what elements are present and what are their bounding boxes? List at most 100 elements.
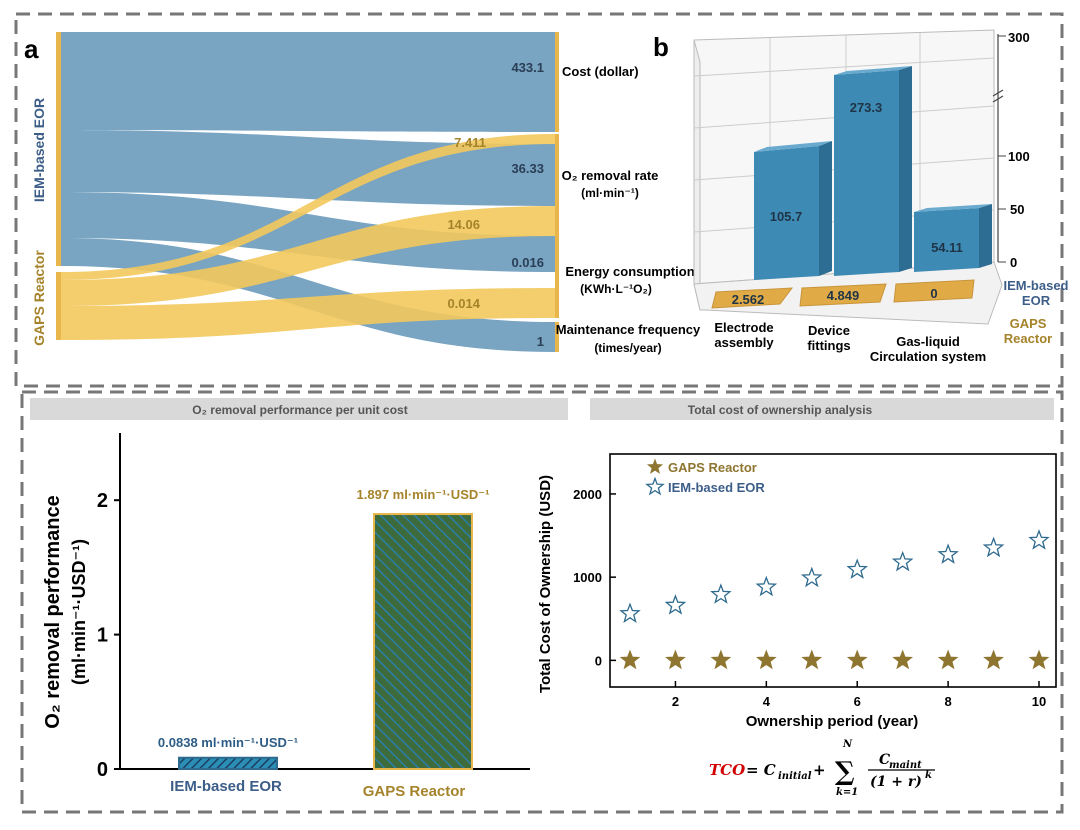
- sankey-label-energy-unit: (KWh·L⁻¹O₂): [580, 282, 652, 296]
- bar-y-tick-label: 2: [97, 490, 108, 512]
- bar3d-iem-label: 105.7: [770, 209, 803, 224]
- legend-marker-iem: [645, 476, 665, 496]
- formula-initial-sub: initial: [778, 771, 812, 782]
- bar3d-iem-label: 273.3: [850, 100, 883, 115]
- bar3d-gaps-label: 2.562: [732, 292, 765, 307]
- bar3d-series-label-gaps: GAPS Reactor: [1004, 316, 1052, 346]
- sankey-value-iem-energy: 0.016: [511, 255, 544, 270]
- point-gaps-star: [665, 649, 686, 670]
- sankey-flow-gaps-cost: [61, 134, 555, 280]
- sankey-flow-iem-energy: [61, 192, 555, 272]
- sankey-label-maint: Maintenance frequency: [556, 322, 701, 337]
- sankey-node-gaps: [56, 272, 61, 340]
- sankey-source-gaps: GAPS Reactor: [31, 250, 47, 346]
- bar-marks: [178, 513, 473, 771]
- sankey-target-cost: [555, 32, 559, 132]
- panel-c-title-band: [30, 398, 568, 420]
- panel-c-title: O₂ removal performance per unit cost: [192, 403, 407, 417]
- bar-value-label: 1.897 ml·min⁻¹·USD⁻¹: [357, 487, 490, 502]
- scatter-ticks: 2 4 6 8 10 0 1000 2000: [573, 487, 1046, 709]
- point-gaps-star: [983, 649, 1004, 670]
- sankey-label-maint-unit: (times/year): [594, 341, 661, 355]
- point-iem-star: [755, 575, 778, 597]
- sankey-source-iem: IEM-based EOR: [31, 98, 47, 202]
- point-iem-star: [891, 550, 914, 572]
- bar3d-gaps-gasliquid: [893, 279, 975, 303]
- panel-d-title: Total cost of ownership analysis: [688, 403, 873, 417]
- bar3d-z-tick-label: 50: [1010, 202, 1024, 217]
- point-iem-star: [982, 536, 1005, 558]
- sankey-flow-gaps-energy: [61, 288, 555, 340]
- legend-marker-gaps: [646, 458, 664, 474]
- point-gaps-star: [937, 649, 959, 670]
- bar3d-gaps-label: 4.849: [827, 288, 860, 303]
- bar3d-axis-break: [992, 89, 1004, 103]
- scatter-x-label: Ownership period (year): [746, 713, 919, 730]
- point-iem-star: [664, 594, 687, 615]
- bar3d-side-wall: [693, 39, 701, 311]
- bar3d-iem-electrode: [754, 141, 832, 280]
- bar-y-ticks: 0 1 2: [97, 490, 120, 781]
- scatter-x-tick-label: 6: [854, 694, 861, 709]
- point-iem-star: [937, 543, 959, 564]
- bar3d-gaps-electrode: [711, 287, 794, 309]
- bar-category-label: IEM-based EOR: [170, 778, 282, 795]
- formula-sigma: ∑: [835, 757, 855, 787]
- point-iem-star: [619, 602, 641, 623]
- bar3d-z-tick-label: 0: [1010, 255, 1017, 270]
- sankey-label-o2: O₂ removal rate: [562, 168, 659, 183]
- bar-y-tick-label: 0: [97, 759, 108, 781]
- bar3d-category-label: Device fittings: [807, 323, 850, 353]
- sankey-flow-gaps-o2: [61, 206, 555, 306]
- bar-category-label: GAPS Reactor: [363, 783, 466, 800]
- bar-iem: [178, 756, 278, 771]
- bar3d-z-tick-label: 100: [1008, 149, 1030, 164]
- bar3d-series-label-iem: IEM-based EOR: [1003, 278, 1068, 308]
- point-iem-star: [710, 583, 732, 604]
- bar3d-category-label: Gas-liquid Circulation system: [870, 334, 986, 364]
- point-gaps-star: [892, 649, 914, 670]
- scatter-plot-frame: [609, 453, 1057, 688]
- bar3d-iem-gasliquid: [914, 204, 992, 272]
- point-iem-star: [1028, 529, 1050, 550]
- point-gaps-star: [801, 649, 823, 670]
- formula-numerator: C: [879, 752, 890, 768]
- scatter-x-tick-label: 4: [763, 694, 771, 709]
- formula-numerator-sub: maint: [889, 760, 922, 771]
- legend-label-iem: IEM-based EOR: [668, 480, 765, 495]
- scatter-y-tick-label: 2000: [573, 487, 602, 502]
- bar-gaps: [373, 513, 473, 771]
- formula-sum-top: N: [842, 739, 853, 750]
- sankey-flow-iem-maint: [61, 238, 555, 352]
- bar3d-gaps-fittings: [799, 283, 887, 307]
- bar-y-label-unit: (ml·min⁻¹·USD⁻¹): [69, 539, 89, 685]
- scatter-legend: GAPS Reactor IEM-based EOR: [645, 458, 765, 496]
- formula-denominator: (1 + r): [870, 774, 922, 790]
- scatter-y-label: Total Cost of Ownership (USD): [537, 475, 554, 693]
- sankey-target-o2: [555, 134, 559, 236]
- point-gaps-star: [710, 649, 732, 670]
- tco-formula: TCO = C initial + ∑ N k=1 C maint (1 + r…: [709, 739, 935, 798]
- sankey-value-gaps-cost: 7.411: [454, 135, 486, 150]
- bar-value-label: 0.0838 ml·min⁻¹·USD⁻¹: [158, 735, 298, 750]
- scatter-y-tick-label: 1000: [573, 570, 602, 585]
- scatter-x-tick-label: 8: [944, 694, 951, 709]
- scatter-x-tick-label: 10: [1032, 694, 1046, 709]
- sankey-value-iem-o2: 36.33: [511, 161, 544, 176]
- panel-b-label: b: [653, 32, 669, 62]
- sankey-label-cost: Cost (dollar): [562, 64, 639, 79]
- sankey-value-gaps-o2: 14.06: [447, 217, 480, 232]
- panel-a-label: a: [24, 34, 39, 64]
- top-frame: [14, 12, 1064, 388]
- bottom-frame: [20, 390, 1064, 814]
- bar3d-iem-fittings: [834, 66, 912, 276]
- sankey-value-iem-maint: 1: [537, 334, 544, 349]
- formula-denominator-exp: k: [925, 770, 932, 781]
- point-iem-star: [846, 558, 869, 579]
- sankey-chart: IEM-based EOR GAPS Reactor 433.1 36.33 0…: [31, 32, 701, 355]
- point-gaps-star: [619, 649, 641, 670]
- sankey-value-gaps-energy: 0.014: [447, 296, 480, 311]
- sankey-target-maint: [555, 322, 559, 352]
- formula-lhs: TCO: [709, 761, 745, 779]
